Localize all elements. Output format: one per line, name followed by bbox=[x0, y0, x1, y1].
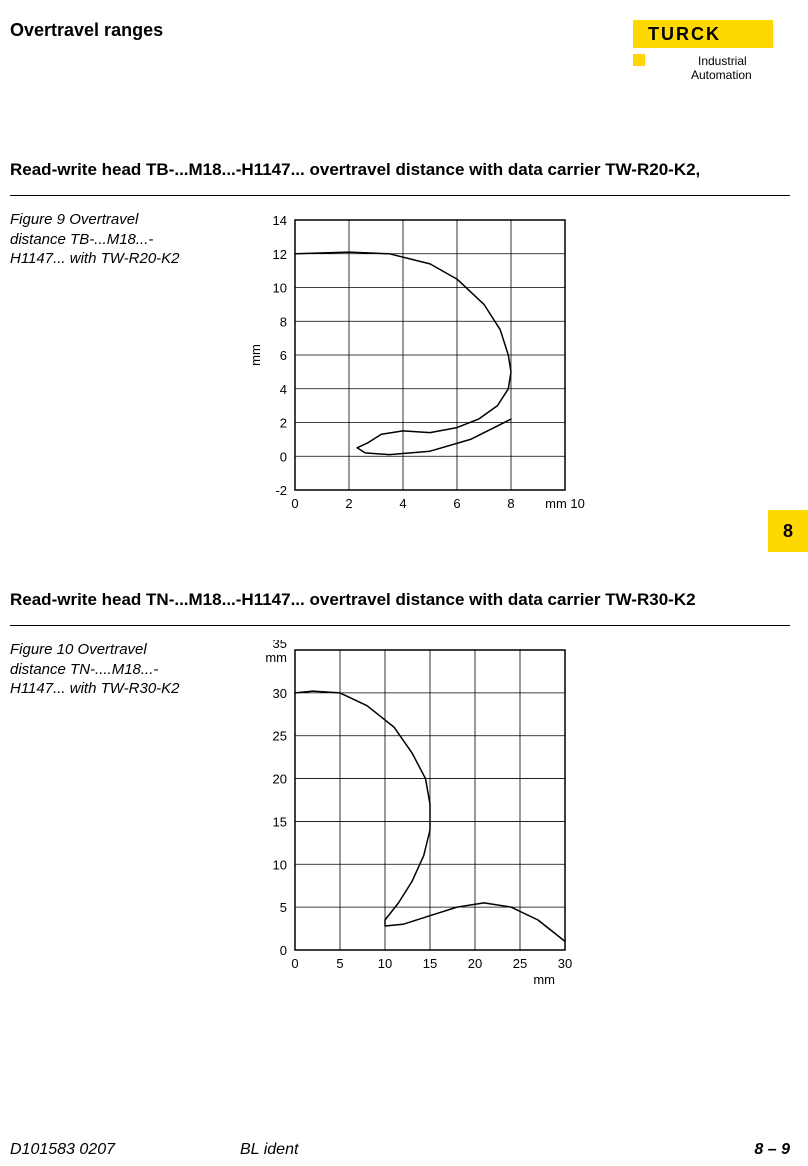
svg-text:20: 20 bbox=[273, 772, 287, 787]
svg-text:2: 2 bbox=[280, 416, 287, 431]
divider bbox=[10, 195, 790, 196]
section1-title: Read-write head TB-...M18...-H1147... ov… bbox=[10, 160, 790, 180]
svg-text:8: 8 bbox=[507, 496, 514, 511]
svg-text:5: 5 bbox=[336, 956, 343, 971]
svg-text:8: 8 bbox=[280, 314, 287, 329]
footer-center: BL ident bbox=[240, 1141, 298, 1159]
chart-figure9: 0 2 4 6 8 mm 10 -2 0 2 4 6 8 10 12 14 mm bbox=[240, 210, 600, 545]
svg-text:4: 4 bbox=[280, 382, 287, 397]
svg-text:25: 25 bbox=[273, 729, 287, 744]
svg-text:Industrial: Industrial bbox=[698, 54, 747, 68]
svg-text:0: 0 bbox=[280, 449, 287, 464]
section2-title: Read-write head TN-...M18...-H1147... ov… bbox=[10, 590, 790, 610]
svg-text:2: 2 bbox=[345, 496, 352, 511]
svg-text:10: 10 bbox=[378, 956, 392, 971]
svg-text:mm: mm bbox=[265, 650, 287, 665]
svg-text:6: 6 bbox=[280, 348, 287, 363]
svg-text:-2: -2 bbox=[275, 483, 287, 498]
footer-doc-id: D101583 0207 bbox=[10, 1141, 115, 1159]
svg-text:mm: mm bbox=[248, 344, 263, 366]
svg-text:0: 0 bbox=[291, 956, 298, 971]
figure9-caption: Figure 9 Overtravel distance TB-...M18..… bbox=[10, 210, 190, 269]
svg-text:20: 20 bbox=[468, 956, 482, 971]
svg-text:4: 4 bbox=[399, 496, 406, 511]
brand-logo: TURCK Industrial Automation bbox=[633, 20, 773, 95]
svg-text:10: 10 bbox=[273, 857, 287, 872]
chart-figure10: 05101520253005101520253035mmmm bbox=[240, 640, 600, 1015]
svg-text:15: 15 bbox=[273, 814, 287, 829]
svg-text:mm 10: mm 10 bbox=[545, 496, 585, 511]
figure10-caption: Figure 10 Overtravel distance TN-....M18… bbox=[10, 640, 190, 699]
svg-text:Automation: Automation bbox=[691, 68, 752, 82]
svg-text:0: 0 bbox=[291, 496, 298, 511]
svg-text:0: 0 bbox=[280, 943, 287, 958]
logo-text: TURCK bbox=[648, 24, 721, 44]
svg-text:mm: mm bbox=[533, 972, 555, 987]
svg-text:30: 30 bbox=[558, 956, 572, 971]
svg-text:30: 30 bbox=[273, 686, 287, 701]
svg-text:25: 25 bbox=[513, 956, 527, 971]
svg-text:15: 15 bbox=[423, 956, 437, 971]
svg-text:10: 10 bbox=[273, 281, 287, 296]
svg-text:12: 12 bbox=[273, 247, 287, 262]
svg-text:5: 5 bbox=[280, 900, 287, 915]
footer-page-number: 8 – 9 bbox=[754, 1141, 790, 1159]
svg-text:6: 6 bbox=[453, 496, 460, 511]
svg-text:14: 14 bbox=[273, 213, 287, 228]
page-title: Overtravel ranges bbox=[10, 20, 163, 41]
divider bbox=[10, 625, 790, 626]
chapter-tab: 8 bbox=[768, 510, 808, 552]
